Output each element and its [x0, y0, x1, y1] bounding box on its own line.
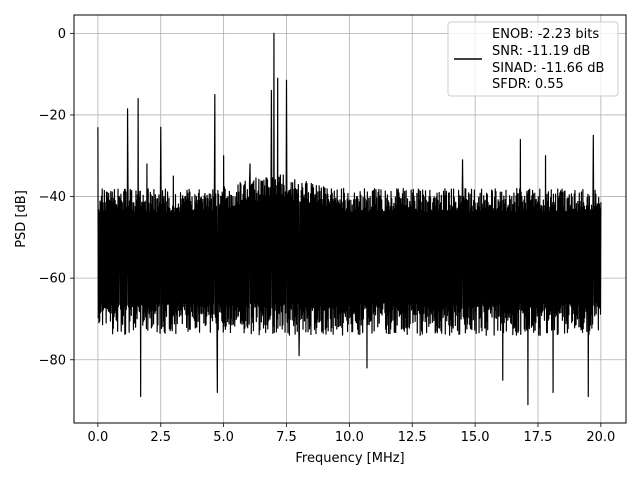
x-tick-label: 0.0 — [88, 430, 109, 445]
y-tick-label: −20 — [39, 108, 66, 123]
x-axis-ticks: 0.0 2.5 5.0 7.5 10.0 12.5 15.0 17.5 20.0 — [88, 423, 615, 445]
x-axis-label: Frequency [MHz] — [295, 451, 404, 466]
psd-series-line — [97, 32, 602, 406]
x-tick-label: 15.0 — [461, 430, 490, 445]
y-tick-label: −80 — [39, 353, 66, 368]
legend-box — [447, 21, 619, 97]
legend-entry: ENOB: -2.23 bits — [492, 27, 599, 42]
plot-frame — [73, 14, 627, 424]
y-axis-label: PSD [dB] — [14, 190, 29, 248]
legend-entry: SNR: -11.19 dB — [492, 44, 590, 59]
y-tick-label: 0 — [58, 27, 66, 42]
x-tick-label: 20.0 — [586, 430, 615, 445]
y-tick-label: −40 — [39, 190, 66, 205]
x-tick-label: 2.5 — [150, 430, 171, 445]
y-axis-ticks: 0 −20 −40 −60 −80 — [39, 27, 74, 368]
x-tick-label: 7.5 — [276, 430, 297, 445]
x-tick-label: 17.5 — [524, 430, 553, 445]
legend: ENOB: -2.23 bits SNR: -11.19 dB SINAD: -… — [447, 21, 619, 97]
x-tick-label: 10.0 — [335, 430, 364, 445]
x-tick-label: 5.0 — [213, 430, 234, 445]
legend-entry: SINAD: -11.66 dB — [492, 61, 604, 76]
y-tick-label: −60 — [39, 272, 66, 287]
x-tick-label: 12.5 — [398, 430, 427, 445]
legend-entry: SFDR: 0.55 — [492, 77, 564, 92]
